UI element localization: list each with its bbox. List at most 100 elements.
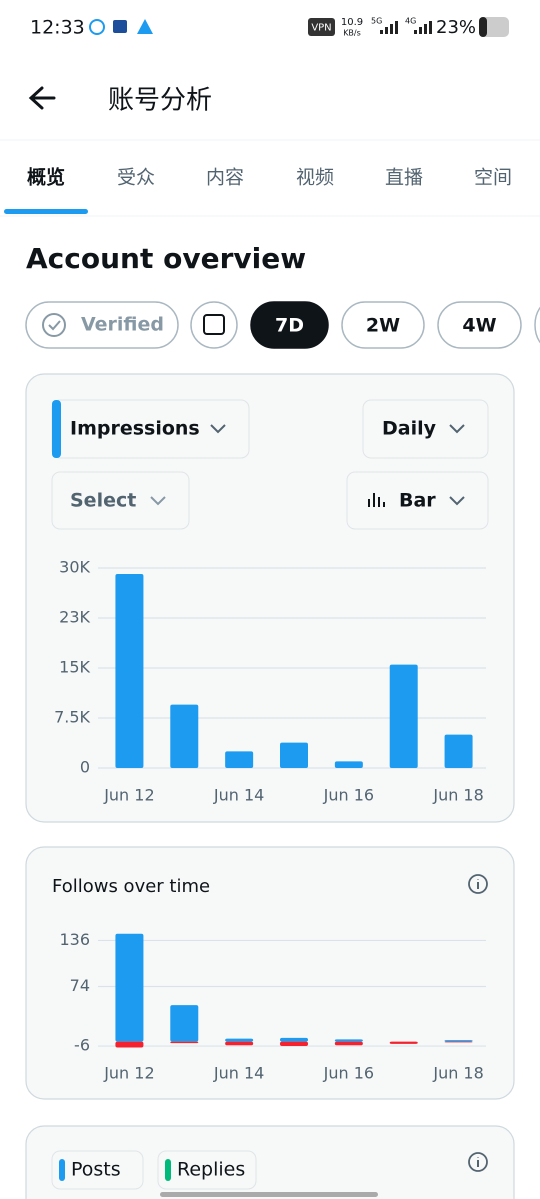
bar xyxy=(170,704,199,768)
y-tick-label: 23K xyxy=(59,608,90,627)
status-icon xyxy=(137,19,153,34)
interval-label: Daily xyxy=(382,418,437,440)
battery-fill xyxy=(479,17,487,37)
range-pill[interactable] xyxy=(250,301,329,349)
bar xyxy=(389,664,418,768)
bar xyxy=(280,742,308,768)
verified-icon xyxy=(42,313,66,337)
y-tick-label: 7.5K xyxy=(54,708,90,727)
bar xyxy=(115,933,144,1042)
y-tick-label: 30K xyxy=(59,558,90,577)
chevron xyxy=(150,496,166,506)
bar xyxy=(334,1039,363,1042)
tab-bar: 概览 受众 内容 视频 直播 空间 xyxy=(27,166,512,189)
legend-label: Replies xyxy=(177,1159,245,1181)
range-pill[interactable] xyxy=(437,301,522,349)
battery-level: 23% xyxy=(436,17,476,38)
metric-label: Impressions xyxy=(70,418,200,440)
tab[interactable]: 视频 xyxy=(296,167,334,189)
y-tick-label: 15K xyxy=(59,658,90,677)
bar xyxy=(225,1041,254,1046)
legend-swatch xyxy=(165,1159,171,1181)
y-tick-label: 74 xyxy=(70,976,90,995)
chart-card xyxy=(25,1125,515,1199)
signal xyxy=(380,21,398,34)
signal xyxy=(414,21,432,34)
net-speed-unit: KB/s xyxy=(343,29,361,38)
range-label: 2W xyxy=(366,315,400,337)
interval-dropdown[interactable] xyxy=(362,399,489,459)
range-label: 7D xyxy=(275,315,304,337)
bar xyxy=(225,751,254,768)
bar xyxy=(389,1041,418,1044)
status-icon xyxy=(113,20,127,33)
tab[interactable]: 内容 xyxy=(206,167,244,189)
chevron xyxy=(210,424,226,434)
tab[interactable]: 受众 xyxy=(117,167,155,189)
back-button[interactable] xyxy=(28,86,56,110)
status-icon xyxy=(89,19,105,35)
y-tick-label: 136 xyxy=(59,930,90,949)
select-label: Select xyxy=(70,490,136,512)
bar xyxy=(444,1040,473,1042)
tab-indicator xyxy=(4,209,88,214)
x-tick-label: Jun 14 xyxy=(213,786,264,805)
range-label: 4W xyxy=(462,315,496,337)
vpn-badge xyxy=(308,18,335,36)
verified-label: Verified xyxy=(81,314,164,336)
select-dropdown[interactable] xyxy=(51,471,190,530)
legend: Posts Replies xyxy=(51,1150,257,1190)
chart-type-dropdown[interactable] xyxy=(346,471,489,530)
home-indicator xyxy=(160,1192,378,1197)
x-tick-label: Jun 12 xyxy=(103,1064,154,1083)
range-filters: 7D 2W 4W xyxy=(250,301,522,349)
bar xyxy=(170,1041,199,1044)
section-title: Account overview xyxy=(26,242,306,275)
bar xyxy=(170,1005,199,1042)
network: 4G xyxy=(405,17,416,26)
range-pill[interactable] xyxy=(341,301,425,349)
tab[interactable]: 空间 xyxy=(474,167,512,189)
y-tick-label: 0 xyxy=(80,758,90,777)
bar xyxy=(334,1041,363,1046)
range-pill[interactable] xyxy=(534,302,540,348)
y-tick-label: -6 xyxy=(74,1036,90,1055)
legend-label: Posts xyxy=(71,1159,121,1181)
metric-color xyxy=(52,400,61,458)
x-tick-label: Jun 18 xyxy=(432,1064,483,1083)
bar xyxy=(115,574,144,768)
legend-chip[interactable] xyxy=(51,1150,144,1190)
info-icon[interactable] xyxy=(468,1152,488,1172)
bar xyxy=(444,734,473,768)
bar-icon xyxy=(368,493,385,507)
net-speed: 10.9 xyxy=(341,17,363,28)
calendar-button[interactable] xyxy=(190,301,238,349)
bar xyxy=(280,1041,308,1047)
chevron xyxy=(449,424,465,434)
x-tick-label: Jun 16 xyxy=(323,786,374,805)
chart-title: Follows over time xyxy=(52,876,210,897)
verified-icon xyxy=(48,320,61,331)
chevron xyxy=(449,496,465,506)
chart-type-label: Bar xyxy=(399,490,436,512)
bar xyxy=(225,1038,254,1042)
calendar-icon xyxy=(203,314,225,335)
bar xyxy=(444,1041,473,1043)
legend-chip[interactable] xyxy=(157,1150,257,1190)
tab[interactable]: 概览 xyxy=(27,166,65,189)
x-tick-label: Jun 16 xyxy=(323,1064,374,1083)
tab[interactable]: 直播 xyxy=(385,167,423,189)
vpn-label: VPN xyxy=(311,23,331,34)
page-title: 账号分析 xyxy=(108,86,212,116)
legend-swatch xyxy=(59,1159,65,1181)
chart-card xyxy=(25,846,515,1100)
x-tick-label: Jun 14 xyxy=(213,1064,264,1083)
clock: 12:33 xyxy=(30,17,85,39)
x-tick-label: Jun 12 xyxy=(103,786,154,805)
info-icon[interactable] xyxy=(468,874,488,894)
network: 5G xyxy=(371,17,382,26)
verified-filter[interactable] xyxy=(25,301,179,349)
bar xyxy=(280,1037,308,1042)
